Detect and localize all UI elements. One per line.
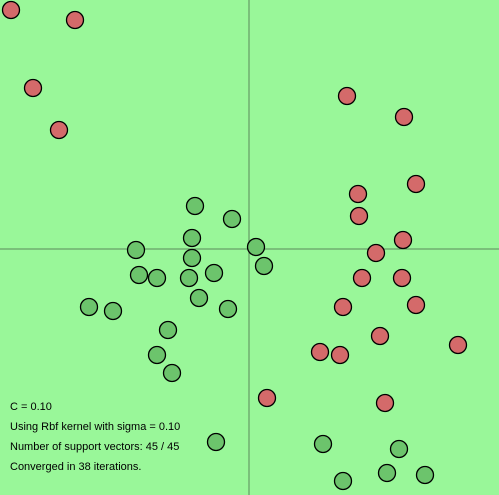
data-point [257, 388, 277, 408]
data-point [254, 256, 274, 276]
data-point [348, 184, 368, 204]
status-text: C = 0.10 [10, 401, 52, 413]
data-point [246, 237, 266, 257]
data-point [310, 342, 330, 362]
data-point [352, 268, 372, 288]
data-point [182, 228, 202, 248]
data-point [147, 345, 167, 365]
data-point [222, 209, 242, 229]
data-point [49, 120, 69, 140]
data-point [129, 265, 149, 285]
data-point [189, 288, 209, 308]
data-point [389, 439, 409, 459]
status-text: Converged in 38 iterations. [10, 461, 141, 473]
data-point [182, 248, 202, 268]
data-point [349, 206, 369, 226]
data-point [158, 320, 178, 340]
data-point [204, 263, 224, 283]
status-text: Using Rbf kernel with sigma = 0.10 [10, 421, 180, 433]
data-point [1, 0, 21, 20]
data-point [126, 240, 146, 260]
data-point [406, 295, 426, 315]
data-point [448, 335, 468, 355]
data-point [333, 471, 353, 491]
data-point [370, 326, 390, 346]
data-point [394, 107, 414, 127]
data-point [366, 243, 386, 263]
data-point [179, 268, 199, 288]
data-point [162, 363, 182, 383]
data-point [65, 10, 85, 30]
data-point [218, 299, 238, 319]
data-point [377, 463, 397, 483]
data-point [415, 465, 435, 485]
status-text: Number of support vectors: 45 / 45 [10, 441, 179, 453]
data-point [337, 86, 357, 106]
data-point [393, 230, 413, 250]
data-point [206, 432, 226, 452]
data-point [23, 78, 43, 98]
data-point [375, 393, 395, 413]
data-point [103, 301, 123, 321]
data-point [406, 174, 426, 194]
data-point [392, 268, 412, 288]
data-point [147, 268, 167, 288]
data-point [333, 297, 353, 317]
data-point [313, 434, 333, 454]
data-point [79, 297, 99, 317]
data-point [330, 345, 350, 365]
data-point [185, 196, 205, 216]
